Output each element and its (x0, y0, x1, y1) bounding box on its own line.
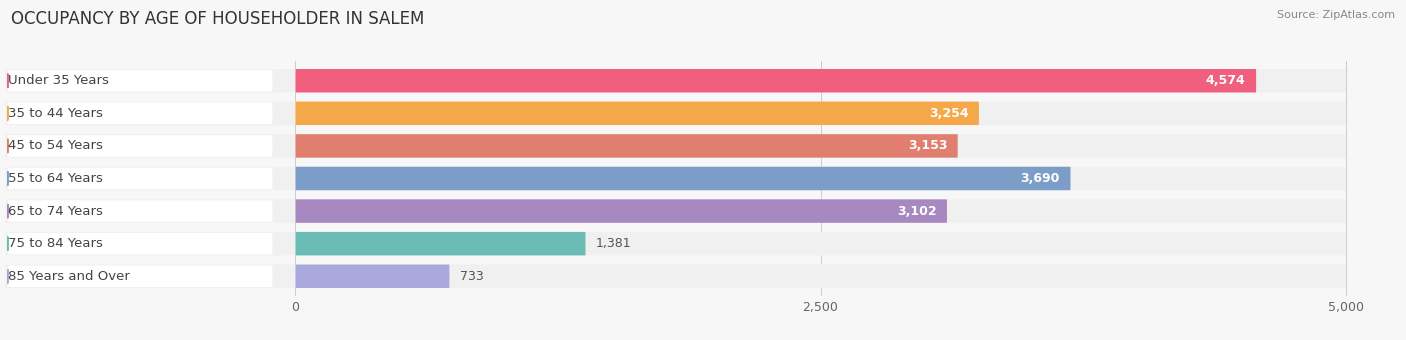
FancyBboxPatch shape (6, 199, 1346, 223)
Text: 65 to 74 Years: 65 to 74 Years (8, 205, 103, 218)
FancyBboxPatch shape (295, 265, 450, 288)
FancyBboxPatch shape (295, 199, 948, 223)
FancyBboxPatch shape (6, 134, 1346, 158)
FancyBboxPatch shape (6, 232, 1346, 255)
FancyBboxPatch shape (6, 69, 1346, 92)
Text: 3,153: 3,153 (908, 139, 948, 152)
FancyBboxPatch shape (295, 232, 585, 255)
FancyBboxPatch shape (7, 135, 273, 157)
FancyBboxPatch shape (7, 70, 273, 91)
FancyBboxPatch shape (6, 265, 1346, 288)
Text: 3,690: 3,690 (1021, 172, 1060, 185)
FancyBboxPatch shape (295, 134, 957, 158)
FancyBboxPatch shape (295, 167, 1070, 190)
FancyBboxPatch shape (295, 69, 1256, 92)
Text: 35 to 44 Years: 35 to 44 Years (8, 107, 103, 120)
Text: 45 to 54 Years: 45 to 54 Years (8, 139, 103, 152)
Text: Source: ZipAtlas.com: Source: ZipAtlas.com (1277, 10, 1395, 20)
Text: 85 Years and Over: 85 Years and Over (8, 270, 129, 283)
FancyBboxPatch shape (7, 233, 273, 254)
Text: OCCUPANCY BY AGE OF HOUSEHOLDER IN SALEM: OCCUPANCY BY AGE OF HOUSEHOLDER IN SALEM (11, 10, 425, 28)
Text: 55 to 64 Years: 55 to 64 Years (8, 172, 103, 185)
FancyBboxPatch shape (7, 266, 273, 287)
Text: 3,254: 3,254 (929, 107, 969, 120)
Text: 4,574: 4,574 (1206, 74, 1246, 87)
FancyBboxPatch shape (295, 102, 979, 125)
FancyBboxPatch shape (7, 168, 273, 189)
FancyBboxPatch shape (7, 103, 273, 124)
FancyBboxPatch shape (6, 167, 1346, 190)
Text: Under 35 Years: Under 35 Years (8, 74, 108, 87)
Text: 75 to 84 Years: 75 to 84 Years (8, 237, 103, 250)
FancyBboxPatch shape (6, 102, 1346, 125)
FancyBboxPatch shape (7, 200, 273, 222)
Text: 733: 733 (460, 270, 484, 283)
Text: 3,102: 3,102 (897, 205, 936, 218)
Text: 1,381: 1,381 (596, 237, 631, 250)
